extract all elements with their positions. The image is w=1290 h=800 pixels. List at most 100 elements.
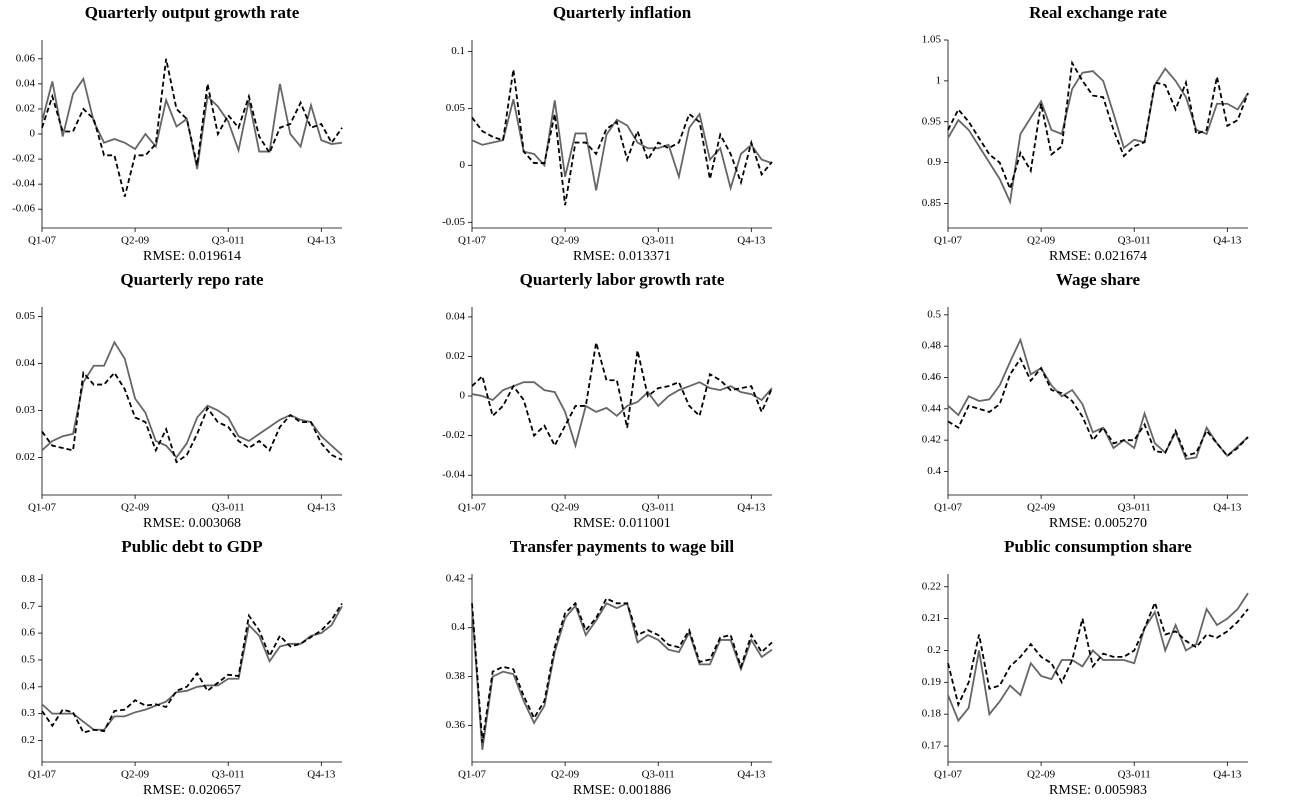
x-tick-label: Q1-07 <box>458 502 487 514</box>
y-tick-label: 0 <box>460 159 466 171</box>
series-line <box>41 605 343 731</box>
chart-title: Public debt to GDP <box>121 537 262 556</box>
y-tick-label: -0.04 <box>442 469 465 481</box>
x-tick-label: Q4-13 <box>307 235 336 247</box>
y-tick-label: -0.05 <box>442 216 465 228</box>
x-tick-label: Q1-07 <box>934 502 963 514</box>
chart-title: Quarterly labor growth rate <box>520 270 725 289</box>
y-tick-label: -0.06 <box>12 203 35 215</box>
series-line <box>471 69 773 206</box>
y-tick-label: 0.95 <box>922 115 942 127</box>
x-tick-label: Q2-09 <box>1027 235 1056 247</box>
y-tick-label: 0.8 <box>21 573 35 585</box>
y-tick-label: -0.02 <box>442 429 465 441</box>
x-axis-label: RMSE: 0.021674 <box>1049 249 1147 264</box>
series-line <box>41 58 343 197</box>
y-tick-label: 0.2 <box>927 644 941 656</box>
x-tick-label: Q4-13 <box>1213 502 1242 514</box>
chart-title: Real exchange rate <box>1029 3 1167 22</box>
series-line <box>471 342 773 448</box>
x-tick-label: Q4-13 <box>1213 235 1242 247</box>
series-line <box>41 76 343 170</box>
y-tick-label: 0.19 <box>922 676 942 688</box>
x-tick-label: Q4-13 <box>307 769 336 781</box>
x-tick-label: Q2-09 <box>1027 502 1056 514</box>
x-tick-label: Q1-07 <box>934 769 963 781</box>
series-line <box>41 340 343 459</box>
series-line <box>947 592 1249 723</box>
x-tick-label: Q2-09 <box>551 502 580 514</box>
series-line <box>947 337 1249 460</box>
chart-title: Quarterly output growth rate <box>85 3 300 22</box>
x-tick-label: Q2-09 <box>551 769 580 781</box>
x-tick-label: Q4-13 <box>737 502 766 514</box>
x-tick-label: Q4-13 <box>1213 769 1242 781</box>
y-tick-label: 0 <box>460 390 466 402</box>
y-tick-label: 0.02 <box>16 451 35 463</box>
x-tick-label: Q1-07 <box>28 235 57 247</box>
chart-title: Wage share <box>1056 270 1141 289</box>
y-tick-label: 0.48 <box>922 340 942 352</box>
y-tick-label: 0.85 <box>922 197 942 209</box>
y-tick-label: 0.38 <box>446 670 466 682</box>
series-line <box>471 602 773 750</box>
y-tick-label: 0.04 <box>16 77 36 89</box>
y-tick-label: 0.1 <box>451 45 465 57</box>
y-tick-label: 0.05 <box>16 310 36 322</box>
x-tick-label: Q2-09 <box>551 235 580 247</box>
x-tick-label: Q3-011 <box>1118 769 1151 781</box>
x-axis-label: RMSE: 0.001886 <box>573 783 671 798</box>
series-line <box>471 597 773 743</box>
y-tick-label: 0.02 <box>446 350 465 362</box>
x-tick-label: Q1-07 <box>28 502 57 514</box>
y-tick-label: -0.04 <box>12 178 35 190</box>
x-axis-label: RMSE: 0.011001 <box>573 516 671 531</box>
series-line <box>41 370 343 464</box>
y-tick-label: 0.4 <box>451 621 465 633</box>
x-tick-label: Q2-09 <box>121 235 150 247</box>
chart-title: Quarterly repo rate <box>120 270 264 289</box>
y-tick-label: 0.5 <box>927 308 941 320</box>
x-tick-label: Q3-011 <box>642 769 675 781</box>
series-line <box>471 99 773 192</box>
series-line <box>471 381 773 449</box>
x-tick-label: Q1-07 <box>28 769 57 781</box>
x-tick-label: Q3-011 <box>212 502 245 514</box>
y-tick-label: 0.03 <box>16 404 36 416</box>
y-tick-label: 0.5 <box>21 653 35 665</box>
series-line <box>947 60 1249 192</box>
y-tick-label: 0 <box>30 128 36 140</box>
y-tick-label: 0.4 <box>21 680 35 692</box>
x-tick-label: Q3-011 <box>1118 502 1151 514</box>
y-tick-label: 0.04 <box>16 357 36 369</box>
x-tick-label: Q3-011 <box>212 769 245 781</box>
y-tick-label: 1.05 <box>922 34 942 46</box>
y-tick-label: 0.42 <box>922 434 941 446</box>
x-tick-label: Q4-13 <box>737 235 766 247</box>
x-tick-label: Q1-07 <box>934 235 963 247</box>
y-tick-label: 0.18 <box>922 708 942 720</box>
y-tick-label: 0.06 <box>16 52 36 64</box>
series-line <box>947 600 1249 708</box>
x-axis-label: RMSE: 0.005983 <box>1049 783 1147 798</box>
x-tick-label: Q4-13 <box>307 502 336 514</box>
x-tick-label: Q1-07 <box>458 235 487 247</box>
x-tick-label: Q3-011 <box>1118 235 1151 247</box>
x-tick-label: Q1-07 <box>458 769 487 781</box>
x-axis-label: RMSE: 0.005270 <box>1049 516 1147 531</box>
x-tick-label: Q3-011 <box>642 235 675 247</box>
y-tick-label: 0.04 <box>446 310 466 322</box>
y-tick-label: 0.9 <box>927 156 941 168</box>
y-tick-label: 1 <box>936 74 942 86</box>
y-tick-label: 0.6 <box>21 627 35 639</box>
x-tick-label: Q2-09 <box>121 502 150 514</box>
y-tick-label: 0.02 <box>16 102 35 114</box>
y-tick-label: -0.02 <box>12 153 35 165</box>
y-tick-label: 0.21 <box>922 612 941 624</box>
series-line <box>947 356 1249 458</box>
y-tick-label: 0.22 <box>922 580 941 592</box>
y-tick-label: 0.46 <box>922 371 942 383</box>
y-tick-label: 0.05 <box>446 102 466 114</box>
series-line <box>41 603 343 734</box>
